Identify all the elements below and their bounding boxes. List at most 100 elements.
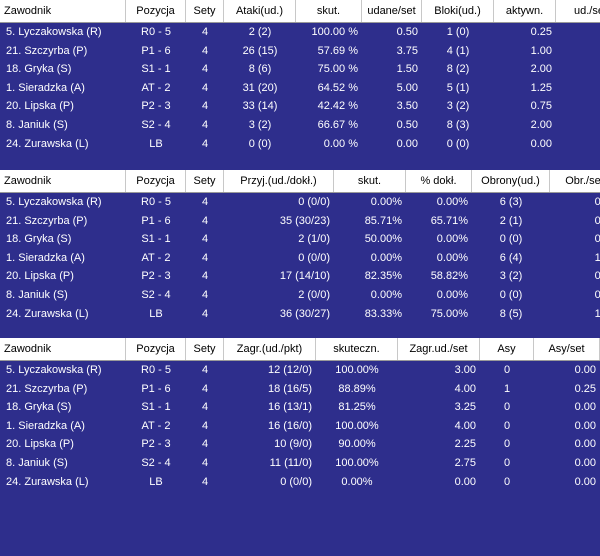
table-cell: 58.82% xyxy=(430,270,468,283)
table-row[interactable]: 20. Lipska (P) P2 - 3 4 33 (14) 42.42 % 3.50 3… xyxy=(0,97,600,116)
column-header[interactable]: Bloki(ud.) xyxy=(422,0,494,22)
table-cell: 5. Lyczakowska (R) xyxy=(6,364,102,376)
table-row[interactable]: 24. Zurawska (L) LB 4 0 (0/0) 0.00% 0.00 0 0.00 xyxy=(0,473,600,492)
column-header[interactable]: udane/set xyxy=(362,0,422,22)
table-cell: 24. Zurawska (L) xyxy=(6,307,89,320)
table-cell: 1.50 xyxy=(396,63,418,76)
column-header[interactable]: skut. xyxy=(334,170,406,192)
table-cell: 4 xyxy=(201,364,209,376)
table-cell: 5. Lyczakowska (R) xyxy=(6,196,102,208)
serve-table-header[interactable]: Zawodnik Pozycja Sety Zagr.(ud./pkt) skutecz… xyxy=(0,338,600,361)
table-cell: P2 - 3 xyxy=(141,100,171,113)
table-cell: 65.71% xyxy=(430,214,468,227)
column-header[interactable]: Zawodnik xyxy=(0,338,126,360)
column-header[interactable]: Asy xyxy=(480,338,534,360)
column-header[interactable]: skut. xyxy=(296,0,362,22)
table-row[interactable]: 18. Gryka (S) S1 - 1 4 16 (13/1) 81.25% 3.25 0… xyxy=(0,398,600,417)
reception-table-body: 5. Lyczakowska (R) R0 - 5 4 0 (0/0) 0.00% 0.0… xyxy=(0,193,600,323)
column-header[interactable]: skuteczn. xyxy=(316,338,398,360)
table-cell: 24. Zurawska (L) xyxy=(6,475,89,488)
column-header[interactable]: Sety xyxy=(186,0,224,22)
table-row[interactable]: 18. Gryka (S) S1 - 1 4 2 (1/0) 50.00% 0.00% 0 … xyxy=(0,230,600,249)
table-cell: LB xyxy=(149,475,163,488)
table-cell: 20. Lipska (P) xyxy=(6,100,74,113)
table-row[interactable]: 20. Lipska (P) P2 - 3 4 17 (14/10) 82.35% 58.… xyxy=(0,267,600,286)
table-row[interactable]: 8. Janiuk (S) S2 - 4 4 2 (0/0) 0.00% 0.00% 0 (… xyxy=(0,286,600,305)
table-row[interactable]: 18. Gryka (S) S1 - 1 4 8 (6) 75.00 % 1.50 8 (2… xyxy=(0,60,600,79)
table-cell: 2.75 xyxy=(454,456,476,469)
table-row[interactable]: 5. Lyczakowska (R) R0 - 5 4 12 (12/0) 100.00… xyxy=(0,361,600,380)
table-row[interactable]: 21. Szczyrba (P) P1 - 6 4 26 (15) 57.69 % 3.7… xyxy=(0,42,600,61)
table-cell: 66.67 % xyxy=(317,118,358,131)
table-cell: 21. Szczyrba (P) xyxy=(6,44,88,57)
table-cell: 0 xyxy=(503,456,511,469)
table-cell: 12 (12/0) xyxy=(267,364,312,376)
table-cell: 8. Janiuk (S) xyxy=(6,288,68,301)
column-header[interactable]: Ataki(ud.) xyxy=(224,0,296,22)
table-row[interactable]: 21. Szczyrba (P) P1 - 6 4 35 (30/23) 85.71% 6… xyxy=(0,212,600,231)
table-cell: S1 - 1 xyxy=(141,401,171,414)
table-cell: 0.00 xyxy=(454,475,476,488)
column-header[interactable]: Zagr.ud./set xyxy=(398,338,480,360)
column-header[interactable]: aktywn. xyxy=(494,0,556,22)
column-header[interactable]: Sety xyxy=(186,338,224,360)
column-header[interactable]: Pozycja xyxy=(126,338,186,360)
column-header[interactable]: % dokł. xyxy=(406,170,472,192)
column-header[interactable]: Pozycja xyxy=(126,170,186,192)
table-cell: 4 xyxy=(201,307,209,320)
table-cell: 11 (11/0) xyxy=(269,456,312,469)
column-header[interactable]: ud./set xyxy=(556,0,600,22)
table-cell: 82.35% xyxy=(364,270,402,283)
table-cell: 1.00 xyxy=(594,251,600,264)
table-row[interactable]: 5. Lyczakowska (R) R0 - 5 4 0 (0/0) 0.00% 0.0… xyxy=(0,193,600,212)
table-cell: 0.00 xyxy=(574,364,596,376)
table-row[interactable]: 1. Sieradzka (A) AT - 2 4 31 (20) 64.52 % 5.0… xyxy=(0,79,600,98)
column-header[interactable]: Pozycja xyxy=(126,0,186,22)
table-cell: 3 (2) xyxy=(446,100,470,113)
table-cell: 1.25 xyxy=(594,307,600,320)
table-cell: 0.00 xyxy=(530,137,552,150)
table-row[interactable]: 1. Sieradzka (A) AT - 2 4 16 (16/0) 100.00% 4… xyxy=(0,417,600,436)
table-cell: 31 (20) xyxy=(242,81,278,94)
table-cell: 0.25 xyxy=(556,79,600,98)
column-header[interactable]: Zawodnik xyxy=(0,0,126,22)
reception-table-header[interactable]: Zawodnik Pozycja Sety Przyj.(ud./dokł.) skut… xyxy=(0,170,600,193)
table-cell: 3 (2) xyxy=(499,270,523,283)
column-header[interactable]: Przyj.(ud./dokł.) xyxy=(224,170,334,192)
table-cell: 0.50 xyxy=(556,60,600,79)
column-header[interactable]: Sety xyxy=(186,170,224,192)
table-cell: 4 xyxy=(201,196,209,208)
table-row[interactable]: 21. Szczyrba (P) P1 - 6 4 18 (16/5) 88.89% 4.… xyxy=(0,380,600,399)
table-cell: 0.00% xyxy=(436,288,468,301)
table-row[interactable]: 24. Zurawska (L) LB 4 36 (30/27) 83.33% 75.00… xyxy=(0,305,600,324)
table-cell: 0.00% xyxy=(370,196,402,208)
column-header[interactable]: Zawodnik xyxy=(0,170,126,192)
table-cell: 81.25% xyxy=(338,401,376,414)
table-cell: AT - 2 xyxy=(141,251,171,264)
table-cell: 0.00 xyxy=(574,456,596,469)
table-cell: 2.00 xyxy=(530,118,552,131)
table-cell: 0.50 xyxy=(556,97,600,116)
table-cell: LB xyxy=(149,137,163,150)
table-cell: 4 xyxy=(201,270,209,283)
table-row[interactable]: 5. Lyczakowska (R) R0 - 5 4 2 (2) 100.00 % 0.… xyxy=(0,23,600,42)
table-cell: 3.25 xyxy=(454,401,476,414)
table-cell: 0.50 xyxy=(396,118,418,131)
table-cell: 17 (14/10) xyxy=(279,270,330,283)
table-cell: 4 xyxy=(201,63,209,76)
table-row[interactable]: 8. Janiuk (S) S2 - 4 4 3 (2) 66.67 % 0.50 8 (3… xyxy=(0,116,600,135)
table-row[interactable]: 1. Sieradzka (A) AT - 2 4 0 (0/0) 0.00% 0.00%… xyxy=(0,249,600,268)
table-cell: 10 (9/0) xyxy=(274,438,312,451)
serve-table: Zawodnik Pozycja Sety Zagr.(ud./pkt) skutecz… xyxy=(0,338,600,491)
column-header[interactable]: Asy/set xyxy=(534,338,600,360)
table-cell: 24. Zurawska (L) xyxy=(6,137,89,150)
table-cell: 1 (0) xyxy=(446,26,470,38)
table-row[interactable]: 8. Janiuk (S) S2 - 4 4 11 (11/0) 100.00% 2.75… xyxy=(0,454,600,473)
table-cell: 4 (1) xyxy=(446,44,470,57)
attack-table-header[interactable]: Zawodnik Pozycja Sety Ataki(ud.) skut. udane/… xyxy=(0,0,600,23)
column-header[interactable]: Obrony(ud.) xyxy=(472,170,550,192)
table-row[interactable]: 20. Lipska (P) P2 - 3 4 10 (9/0) 90.00% 2.25 0… xyxy=(0,435,600,454)
column-header[interactable]: Zagr.(ud./pkt) xyxy=(224,338,316,360)
column-header[interactable]: Obr./set xyxy=(550,170,600,192)
table-row[interactable]: 24. Zurawska (L) LB 4 0 (0) 0.00 % 0.00 0 (0) 0… xyxy=(0,135,600,154)
